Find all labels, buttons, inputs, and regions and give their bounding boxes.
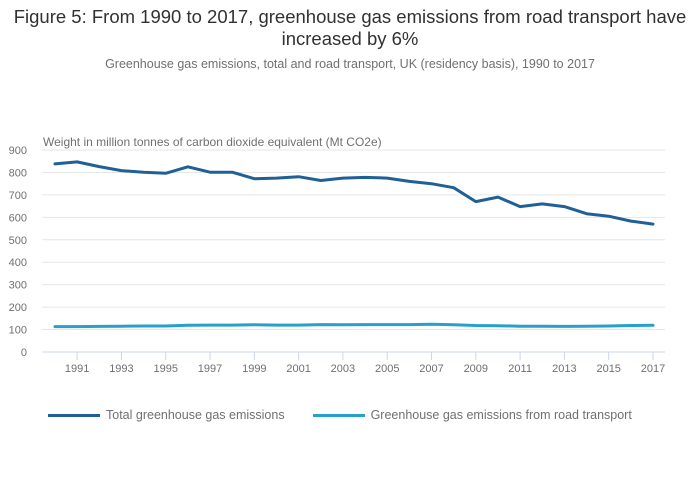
legend-label-total: Total greenhouse gas emissions — [106, 408, 285, 422]
y-tick-label: 200 — [9, 302, 27, 314]
x-tick-label: 2017 — [641, 363, 665, 375]
x-tick-label: 2003 — [331, 363, 355, 375]
legend: Total greenhouse gas emissions Greenhous… — [48, 408, 660, 422]
y-tick-label: 500 — [9, 235, 27, 247]
x-tick-label: 1997 — [198, 363, 222, 375]
y-tick-label: 700 — [9, 190, 27, 202]
y-tick-label: 0 — [21, 347, 27, 359]
legend-item-total[interactable]: Total greenhouse gas emissions — [48, 408, 285, 422]
x-tick-label: 1991 — [65, 363, 89, 375]
x-tick-label: 2001 — [286, 363, 310, 375]
series-line-road — [53, 322, 655, 329]
legend-swatch-total — [48, 413, 100, 417]
legend-item-road[interactable]: Greenhouse gas emissions from road trans… — [312, 408, 632, 422]
legend-swatch-road — [312, 413, 365, 417]
chart-title: Figure 5: From 1990 to 2017, greenhouse … — [13, 6, 687, 49]
x-tick-label: 2011 — [508, 363, 532, 375]
y-tick-label: 800 — [9, 167, 27, 179]
y-axis-label: Weight in million tonnes of carbon dioxi… — [43, 135, 382, 149]
x-tick-label: 1995 — [153, 363, 177, 375]
chart-subtitle: Greenhouse gas emissions, total and road… — [105, 57, 595, 71]
x-tick-label: 2007 — [419, 363, 443, 375]
x-tick-label: 2015 — [596, 363, 620, 375]
x-tick-label: 1999 — [242, 363, 266, 375]
x-tick-label: 1993 — [109, 363, 133, 375]
x-tick-label: 2009 — [464, 363, 488, 375]
legend-label-road: Greenhouse gas emissions from road trans… — [370, 408, 632, 422]
x-tick-label: 2005 — [375, 363, 399, 375]
x-tick-label: 2013 — [552, 363, 576, 375]
y-tick-label: 600 — [9, 212, 27, 224]
y-tick-label: 400 — [9, 257, 27, 269]
y-tick-label: 300 — [9, 280, 27, 292]
y-tick-label: 900 — [9, 145, 27, 157]
y-tick-label: 100 — [9, 325, 27, 337]
series-line-total — [53, 160, 655, 226]
